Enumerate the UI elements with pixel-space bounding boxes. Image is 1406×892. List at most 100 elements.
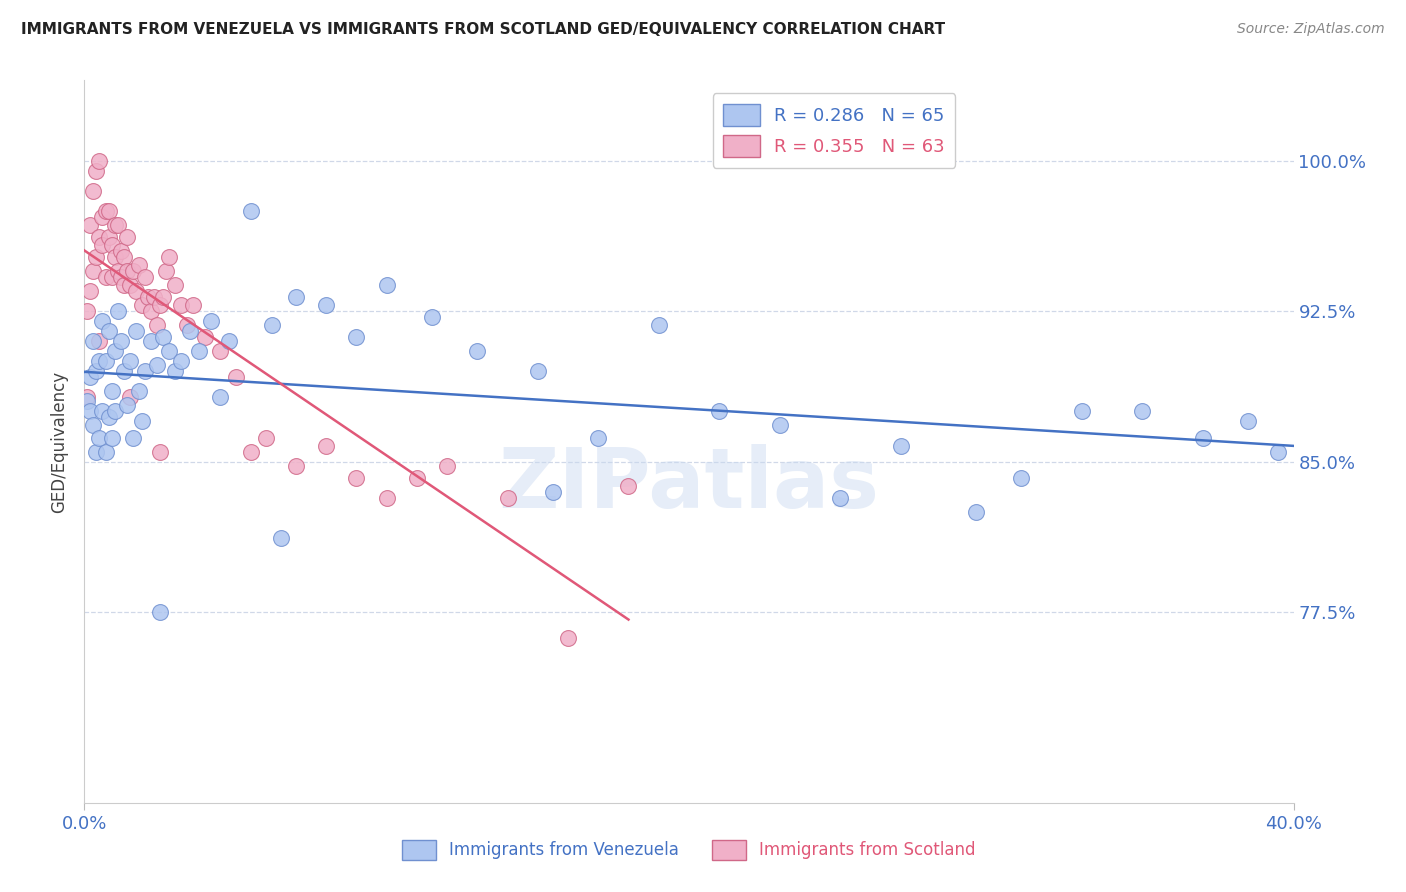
Point bbox=[112, 364, 135, 378]
Point bbox=[467, 344, 489, 359]
Point bbox=[239, 444, 262, 458]
Point bbox=[82, 264, 104, 278]
Legend: Immigrants from Venezuela, Immigrants from Scotland: Immigrants from Venezuela, Immigrants fr… bbox=[395, 833, 983, 867]
Point bbox=[79, 404, 101, 418]
Text: IMMIGRANTS FROM VENEZUELA VS IMMIGRANTS FROM SCOTLAND GED/EQUIVALENCY CORRELATIO: IMMIGRANTS FROM VENEZUELA VS IMMIGRANTS … bbox=[21, 22, 945, 37]
Point bbox=[200, 314, 222, 328]
Point bbox=[128, 258, 150, 272]
Point bbox=[94, 203, 117, 218]
Point bbox=[121, 431, 143, 445]
Point bbox=[104, 250, 127, 264]
Point bbox=[76, 394, 98, 409]
Point bbox=[709, 404, 731, 418]
Point bbox=[107, 264, 129, 278]
Point bbox=[157, 344, 180, 359]
Point bbox=[97, 324, 120, 338]
Point bbox=[165, 278, 187, 293]
Point bbox=[1011, 470, 1033, 484]
Point bbox=[79, 370, 101, 384]
Point bbox=[1192, 431, 1215, 445]
Point bbox=[194, 330, 217, 344]
Point bbox=[769, 418, 792, 433]
Point bbox=[406, 470, 429, 484]
Point bbox=[149, 605, 172, 619]
Point bbox=[89, 334, 111, 348]
Point bbox=[89, 354, 111, 368]
Point bbox=[149, 444, 172, 458]
Point bbox=[209, 344, 232, 359]
Point bbox=[270, 531, 292, 545]
Point bbox=[179, 324, 201, 338]
Point bbox=[375, 491, 398, 505]
Point bbox=[496, 491, 519, 505]
Point bbox=[82, 184, 104, 198]
Point bbox=[82, 418, 104, 433]
Point bbox=[131, 414, 153, 429]
Point bbox=[104, 344, 127, 359]
Point bbox=[110, 244, 132, 258]
Point bbox=[100, 238, 122, 252]
Point bbox=[420, 310, 443, 324]
Point bbox=[110, 270, 132, 285]
Point bbox=[648, 318, 671, 332]
Point bbox=[165, 364, 187, 378]
Point bbox=[97, 230, 120, 244]
Point bbox=[112, 250, 135, 264]
Point bbox=[965, 505, 987, 519]
Point bbox=[146, 358, 169, 372]
Point bbox=[181, 298, 204, 312]
Point bbox=[79, 218, 101, 232]
Point bbox=[139, 334, 162, 348]
Point bbox=[134, 364, 156, 378]
Point bbox=[830, 491, 852, 505]
Point bbox=[121, 264, 143, 278]
Point bbox=[346, 330, 368, 344]
Point bbox=[91, 404, 114, 418]
Point bbox=[1237, 414, 1260, 429]
Point bbox=[346, 470, 368, 484]
Point bbox=[91, 314, 114, 328]
Point bbox=[115, 398, 138, 412]
Point bbox=[86, 364, 108, 378]
Point bbox=[112, 278, 135, 293]
Point bbox=[79, 284, 101, 298]
Point bbox=[136, 290, 159, 304]
Point bbox=[89, 431, 111, 445]
Point bbox=[104, 404, 127, 418]
Point bbox=[254, 431, 277, 445]
Point bbox=[100, 270, 122, 285]
Point bbox=[617, 478, 640, 492]
Point bbox=[155, 264, 177, 278]
Point bbox=[375, 278, 398, 293]
Point bbox=[107, 218, 129, 232]
Point bbox=[128, 384, 150, 399]
Point bbox=[118, 391, 141, 405]
Point bbox=[170, 298, 193, 312]
Point bbox=[170, 354, 193, 368]
Point bbox=[1267, 444, 1289, 458]
Point bbox=[176, 318, 198, 332]
Point bbox=[97, 410, 120, 425]
Point bbox=[76, 304, 98, 318]
Point bbox=[76, 391, 98, 405]
Point bbox=[239, 203, 262, 218]
Point bbox=[152, 330, 174, 344]
Point bbox=[125, 284, 148, 298]
Text: ZIPatlas: ZIPatlas bbox=[499, 444, 879, 525]
Point bbox=[436, 458, 458, 473]
Point bbox=[86, 250, 108, 264]
Point bbox=[146, 318, 169, 332]
Point bbox=[142, 290, 165, 304]
Point bbox=[134, 270, 156, 285]
Point bbox=[209, 391, 232, 405]
Point bbox=[315, 439, 337, 453]
Point bbox=[557, 631, 579, 645]
Point bbox=[107, 304, 129, 318]
Point bbox=[89, 230, 111, 244]
Point bbox=[541, 484, 564, 499]
Point bbox=[260, 318, 283, 332]
Point bbox=[225, 370, 247, 384]
Point bbox=[315, 298, 337, 312]
Point bbox=[91, 238, 114, 252]
Point bbox=[527, 364, 550, 378]
